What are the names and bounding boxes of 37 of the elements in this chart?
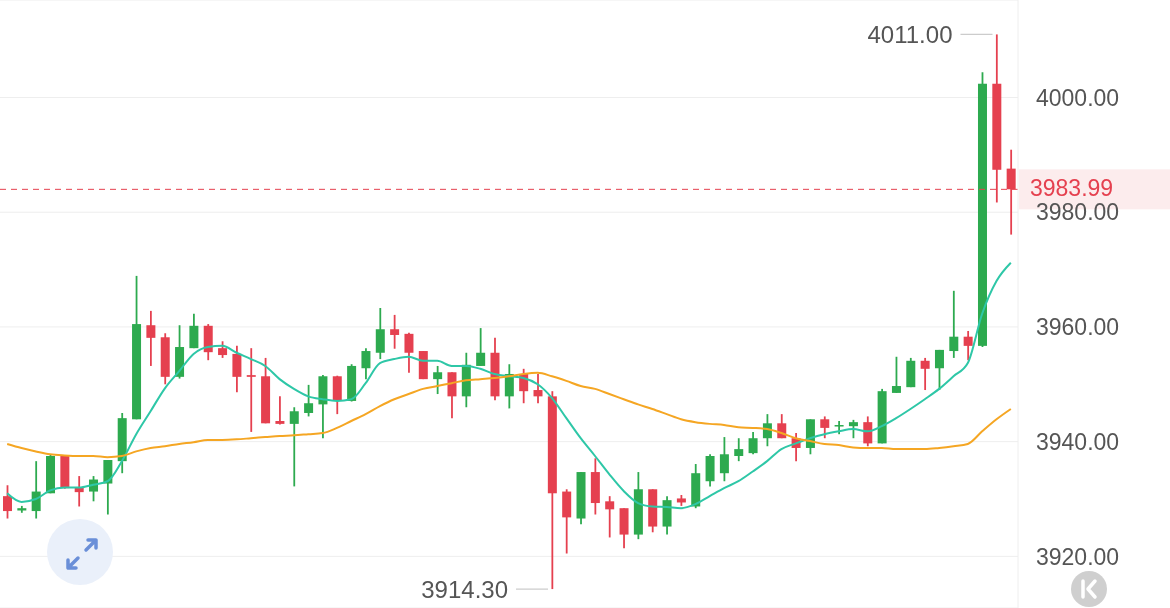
candlestick [304, 383, 314, 418]
candlestick [748, 431, 758, 456]
y-tick-label: 3960.00 [1036, 314, 1120, 341]
candlestick [848, 418, 858, 440]
candlestick [476, 327, 486, 367]
line-series [6, 371, 1012, 459]
candlestick [361, 347, 371, 381]
candlestick [433, 365, 443, 395]
candlestick [949, 289, 959, 359]
candlestick [963, 330, 973, 362]
ref-line-label: 3983.99 [1030, 175, 1114, 202]
candlestick [289, 406, 299, 488]
candlestick [189, 312, 199, 350]
candlestick [404, 331, 414, 374]
candlestick [863, 415, 873, 448]
candlestick [820, 415, 830, 440]
candlestick [375, 307, 385, 360]
candlestick [246, 347, 256, 433]
candlestick [719, 436, 729, 483]
y-tick-label: 4000.00 [1036, 84, 1120, 111]
candlestick [103, 459, 113, 516]
annotation: 3914.30 [421, 575, 509, 603]
y-tick-label: 3940.00 [1036, 428, 1120, 455]
candlestick [232, 344, 242, 394]
y-tick-label: 3980.00 [1036, 199, 1120, 226]
candlestick [605, 495, 615, 539]
candlestick [275, 395, 285, 426]
annotation: 4011.00 [867, 20, 953, 48]
candlestick [146, 309, 156, 367]
candlestick [390, 314, 400, 350]
line-series [6, 261, 1012, 510]
candlestick [533, 373, 543, 405]
candlestick [920, 357, 930, 391]
candlestick [3, 484, 12, 520]
candlestick [734, 437, 744, 463]
y-tick-label: 3920.00 [1036, 543, 1120, 570]
candlestick [891, 355, 901, 394]
